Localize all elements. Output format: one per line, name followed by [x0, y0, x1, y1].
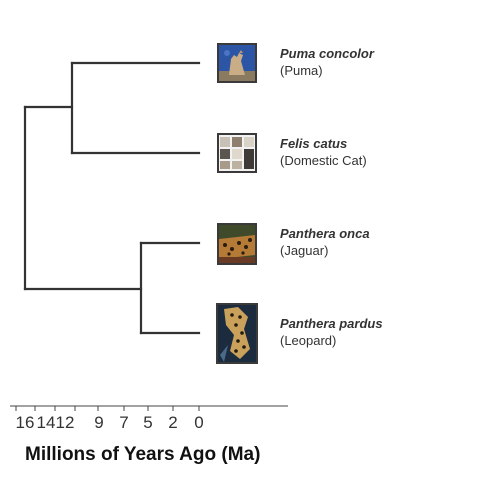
axis-tick-label: 12 — [56, 413, 75, 432]
leopard-photo-icon — [216, 303, 258, 364]
common-name: (Domestic Cat) — [280, 153, 367, 168]
common-name: (Jaguar) — [280, 243, 329, 258]
taxon-label-felis: Felis catus (Domestic Cat) — [280, 135, 470, 169]
taxon-label-leopard: Panthera pardus (Leopard) — [280, 315, 470, 349]
axis-tick-label: 9 — [94, 413, 103, 432]
axis-tick-label: 7 — [119, 413, 128, 432]
axis-tick-label: 14 — [37, 413, 56, 432]
jaguar-photo-icon — [217, 223, 257, 265]
common-name: (Leopard) — [280, 333, 337, 348]
time-axis: 16 14 12 9 7 5 2 0 — [10, 405, 288, 432]
puma-photo-icon — [217, 43, 257, 83]
taxon-label-jaguar: Panthera onca (Jaguar) — [280, 225, 470, 259]
scientific-name: Panthera onca — [280, 226, 370, 241]
scientific-name: Felis catus — [280, 136, 348, 151]
axis-tick-label: 0 — [194, 413, 203, 432]
axis-tick-label: 16 — [16, 413, 35, 432]
axis-title: Millions of Years Ago (Ma) — [25, 444, 261, 465]
scientific-name: Panthera pardus — [280, 316, 383, 331]
common-name: (Puma) — [280, 63, 323, 78]
scientific-name: Puma concolor — [280, 46, 374, 61]
axis-tick-label: 2 — [168, 413, 177, 432]
taxon-label-puma: Puma concolor (Puma) — [280, 45, 470, 79]
domestic-cat-photo-icon — [217, 133, 257, 173]
axis-tick-label: 5 — [143, 413, 152, 432]
